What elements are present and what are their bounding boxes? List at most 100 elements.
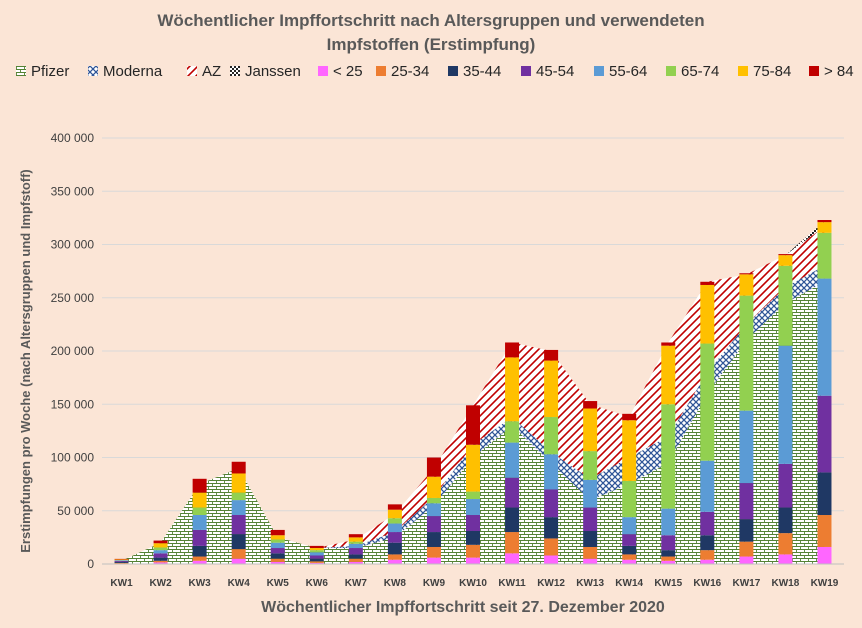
legend-label: 55-64: [609, 63, 647, 80]
bar-25-kw3: [192, 560, 207, 564]
bar-65-74-kw18: [778, 265, 793, 346]
legend-item-35-44: 35-44: [448, 63, 501, 80]
bar-35-44-kw10: [466, 530, 480, 545]
bar-75-84-kw18: [778, 255, 793, 266]
x-tick-label: KW3: [189, 578, 212, 589]
legend-swatch: [187, 66, 197, 76]
bar-35-44-kw13: [583, 530, 598, 547]
x-axis: KW1 KW2 KW3 KW4 KW5 KW6 KW7 KW8 KW9 KW10 KW11 KW12 K…: [102, 563, 844, 589]
legend-swatch: [448, 66, 458, 76]
bar-84-kw8: [387, 504, 402, 510]
bar-65-74-kw4: [231, 492, 246, 501]
bar-35-44-kw11: [505, 507, 520, 533]
bar-25-34-kw11: [505, 532, 520, 554]
legend-label: 25-34: [391, 63, 429, 80]
x-tick-label: KW17: [732, 578, 760, 589]
bar-series-25: [114, 546, 832, 564]
legend-item-pfizer: Pfizer: [16, 63, 69, 80]
bar-series-55-64: [114, 278, 832, 561]
bar-25-34-kw1: [114, 562, 129, 564]
bar-25-34-kw4: [231, 549, 246, 559]
bar-25-34-kw15: [661, 556, 676, 561]
bar-65-74-kw13: [583, 451, 598, 480]
bar-25-kw7: [348, 561, 363, 564]
legend-item-75-84: 75-84: [738, 63, 791, 80]
bar-55-64-kw16: [700, 460, 715, 512]
y-axis: 0 50 000 100 000 150 000 200 000 250 000 300 0…: [51, 131, 95, 571]
x-tick-label: KW14: [615, 578, 643, 589]
bar-75-84-kw12: [544, 360, 559, 418]
legend-label: Moderna: [103, 63, 163, 80]
bar-25-34-kw10: [466, 544, 480, 558]
legend-label: < 25: [333, 63, 363, 80]
bar-84-kw18: [778, 254, 793, 256]
bar-35-44-kw4: [231, 534, 246, 550]
bar-35-44-kw5: [270, 553, 285, 559]
legend-swatch: [16, 66, 26, 76]
bar-series-65-74: [114, 232, 832, 561]
x-tick-label: KW6: [306, 578, 329, 589]
bar-75-84-kw10: [466, 444, 480, 492]
area-pfizer: [121, 281, 825, 564]
bar-65-74-kw17: [739, 295, 754, 411]
legend-label: > 84: [824, 63, 854, 80]
bar-35-44-kw6: [309, 558, 324, 562]
bar-55-64-kw5: [270, 542, 285, 549]
legend-item-25: < 25: [318, 63, 363, 80]
bar-84-kw3: [192, 478, 207, 493]
bar-75-84-kw19: [817, 222, 832, 233]
bar-45-54-kw4: [231, 515, 246, 535]
y-tick-label: 100 000: [51, 451, 95, 465]
legend-item-65-74: 65-74: [666, 63, 719, 80]
bar-55-64-kw14: [622, 517, 637, 535]
bar-75-84-kw11: [505, 357, 520, 422]
legend-swatch: [594, 66, 604, 76]
legend-swatch: [230, 66, 240, 76]
bar-35-44-kw15: [661, 550, 676, 557]
y-tick-label: 400 000: [51, 131, 95, 145]
bar-25-34-kw19: [817, 515, 832, 547]
bar-35-44-kw8: [387, 542, 402, 555]
bar-35-44-kw16: [700, 535, 715, 551]
bar-84-kw12: [544, 349, 559, 361]
bar-84-kw19: [817, 220, 832, 223]
y-tick-label: 350 000: [51, 184, 95, 198]
bar-75-84-kw2: [153, 543, 168, 548]
bar-65-74-kw2: [153, 547, 168, 551]
bar-25-34-kw18: [778, 533, 793, 555]
bar-45-54-kw8: [387, 532, 402, 543]
bar-45-54-kw17: [739, 483, 754, 520]
x-tick-label: KW5: [267, 578, 290, 589]
bar-25-34-kw16: [700, 550, 715, 560]
legend-swatch: [521, 66, 531, 76]
y-tick-label: 50 000: [57, 504, 94, 518]
bar-65-74-kw7: [348, 541, 363, 544]
y-tick-label: 150 000: [51, 397, 95, 411]
legend-swatch: [809, 66, 819, 76]
bar-25-kw19: [817, 546, 832, 564]
bar-25-kw17: [739, 556, 754, 564]
bar-45-54-kw9: [426, 516, 441, 533]
bar-series-35-44: [114, 472, 832, 563]
bar-65-74-kw6: [309, 550, 324, 553]
chart-legend: Pfizer Moderna AZ Janssen < 25 25-34 35-44 45-5…: [16, 63, 854, 80]
bar-25-34-kw9: [426, 546, 441, 558]
legend-label: Janssen: [245, 63, 301, 80]
bar-84-kw9: [426, 457, 441, 477]
legend-label: 45-54: [536, 63, 574, 80]
legend-label: 35-44: [463, 63, 501, 80]
x-tick-label: KW7: [345, 578, 368, 589]
bar-45-54-kw15: [661, 535, 676, 551]
x-tick-label: KW8: [384, 578, 407, 589]
bar-75-84-kw3: [192, 492, 207, 508]
bar-65-74-kw3: [192, 507, 207, 516]
y-tick-label: 300 000: [51, 238, 95, 252]
legend-label: AZ: [202, 63, 221, 80]
chart-title-line-2: Impfstoffen (Erstimpfung): [327, 35, 536, 54]
y-tick-label: 0: [87, 557, 94, 571]
bar-55-64-kw17: [739, 410, 754, 484]
bar-35-44-kw9: [426, 532, 441, 547]
bar-45-54-kw1: [114, 560, 129, 562]
bar-84-kw6: [309, 545, 324, 549]
